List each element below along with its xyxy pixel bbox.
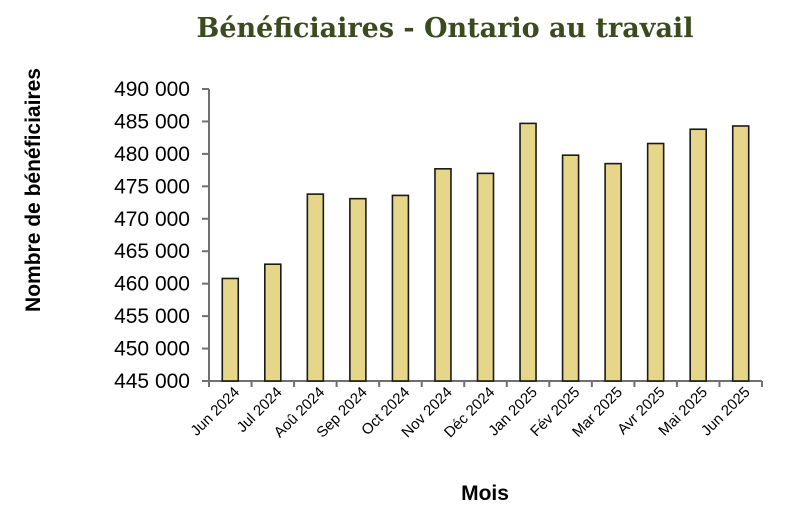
- bar: [731, 125, 750, 382]
- bar: [349, 197, 367, 382]
- y-tick-label: 475 000: [114, 175, 190, 198]
- bar: [519, 122, 537, 382]
- bar: [561, 154, 580, 382]
- y-tick-label: 490 000: [114, 78, 190, 101]
- y-tick-label: 465 000: [114, 240, 190, 263]
- bar: [391, 194, 410, 382]
- y-tick-label: 445 000: [114, 370, 190, 393]
- plot-area: 445 000 450 000 455 000 460 000 465 000 470 0…: [114, 78, 763, 441]
- bar: [221, 277, 240, 382]
- bar: [264, 263, 282, 382]
- bar: [306, 193, 325, 382]
- bar: [689, 128, 707, 382]
- bar: [434, 168, 452, 382]
- x-axis-label: Mois: [461, 482, 509, 505]
- y-tick-label: 460 000: [114, 273, 190, 296]
- x-tick-label: Jun 2024: [187, 384, 243, 440]
- bar: [646, 142, 665, 382]
- y-tick-label: 470 000: [114, 208, 190, 231]
- chart-title: Bénéficiaires - Ontario au travail: [197, 13, 694, 44]
- y-tick-label: 450 000: [114, 338, 190, 361]
- y-axis-label: Nombre de bénéficiaires: [22, 68, 45, 312]
- bar: [604, 162, 622, 382]
- bar: [476, 172, 495, 382]
- y-tick-label: 455 000: [114, 305, 190, 328]
- y-tick-label: 485 000: [114, 110, 190, 133]
- y-tick-label: 480 000: [114, 143, 190, 166]
